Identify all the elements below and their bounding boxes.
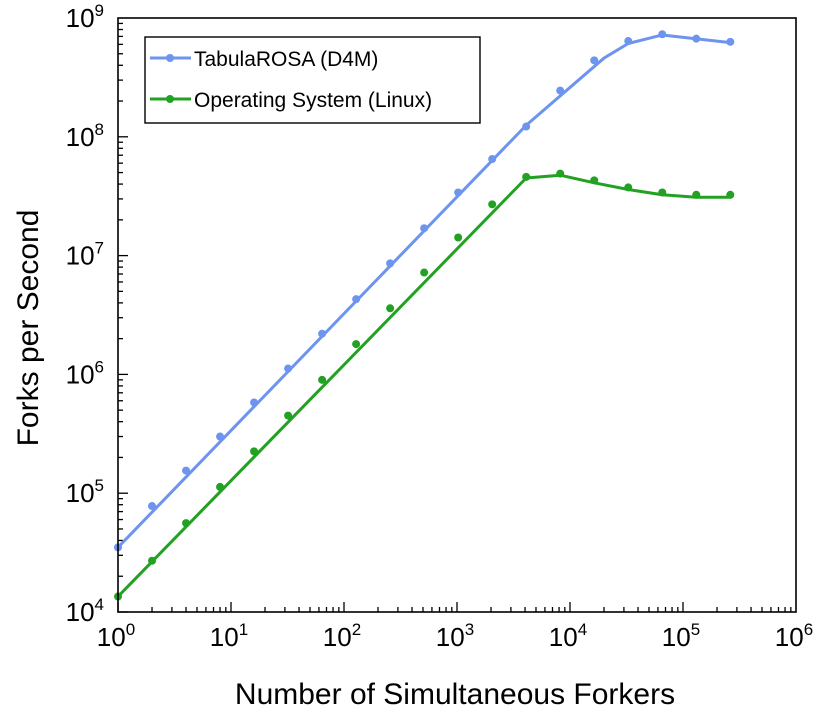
data-point-tabularosa xyxy=(658,30,667,39)
data-point-tabularosa xyxy=(556,86,565,95)
data-point-linux xyxy=(318,375,327,384)
plot-frame xyxy=(117,17,797,613)
y-tick-label: 108 xyxy=(66,120,104,152)
y-tick-label: 105 xyxy=(66,476,104,508)
legend-marker-linux xyxy=(166,95,174,103)
data-point-tabularosa xyxy=(726,37,735,46)
series-line-linux xyxy=(116,173,732,599)
data-point-tabularosa xyxy=(250,398,259,407)
x-tick-label: 106 xyxy=(775,620,813,652)
data-point-tabularosa xyxy=(692,34,701,43)
data-point-linux xyxy=(624,183,633,192)
data-point-tabularosa xyxy=(182,466,191,475)
data-point-linux xyxy=(658,188,667,197)
data-point-tabularosa xyxy=(386,259,395,268)
y-tick-label: 106 xyxy=(66,357,104,389)
data-point-tabularosa xyxy=(522,122,531,131)
legend: TabulaROSA (D4M) Operating System (Linux… xyxy=(144,36,481,124)
data-point-tabularosa xyxy=(624,37,633,46)
y-tick-label: 107 xyxy=(66,239,104,271)
x-tick-label: 100 xyxy=(97,620,135,652)
tick-labels: 100 101 102 103 104 105 106 104 105 106 107 108 109 xyxy=(66,1,814,652)
data-point-linux xyxy=(522,172,531,181)
data-point-linux xyxy=(386,304,395,313)
x-tick-label: 103 xyxy=(436,620,474,652)
data-point-linux xyxy=(284,411,293,420)
data-point-linux xyxy=(692,190,701,199)
data-point-tabularosa xyxy=(284,364,293,373)
data-point-tabularosa xyxy=(590,56,599,65)
x-tick-label: 104 xyxy=(549,620,587,652)
x-tick-label: 102 xyxy=(323,620,361,652)
data-point-tabularosa xyxy=(352,295,361,304)
data-point-linux xyxy=(250,447,259,456)
data-point-linux xyxy=(726,190,735,199)
data-point-tabularosa xyxy=(148,502,157,511)
axis-ticks xyxy=(117,22,792,613)
data-point-tabularosa xyxy=(216,432,225,441)
data-point-linux xyxy=(216,482,225,491)
legend-box xyxy=(144,36,481,124)
data-point-linux xyxy=(488,200,497,209)
data-point-tabularosa xyxy=(454,188,463,197)
x-tick-label: 101 xyxy=(210,620,248,652)
data-point-tabularosa xyxy=(488,155,497,164)
y-tick-label: 104 xyxy=(66,595,104,627)
legend-item-linux: Operating System (Linux) xyxy=(150,89,432,112)
y-tick-label: 109 xyxy=(66,1,104,33)
data-point-linux xyxy=(420,268,429,277)
legend-label-tabularosa: TabulaROSA (D4M) xyxy=(194,48,378,71)
data-point-linux xyxy=(352,340,361,349)
legend-marker-tabularosa xyxy=(166,54,174,62)
data-point-linux xyxy=(148,556,157,565)
y-axis-label: Forks per Second xyxy=(12,210,45,447)
data-point-linux xyxy=(590,176,599,185)
data-point-tabularosa xyxy=(420,224,429,233)
x-axis-label: Number of Simultaneous Forkers xyxy=(235,678,675,711)
data-point-linux xyxy=(454,233,463,242)
legend-label-linux: Operating System (Linux) xyxy=(194,89,432,112)
legend-item-tabularosa: TabulaROSA (D4M) xyxy=(150,48,378,71)
data-point-linux xyxy=(556,169,565,178)
data-point-tabularosa xyxy=(318,329,327,338)
x-tick-label: 105 xyxy=(662,620,700,652)
data-point-linux xyxy=(182,519,191,528)
plot-points xyxy=(114,30,735,601)
